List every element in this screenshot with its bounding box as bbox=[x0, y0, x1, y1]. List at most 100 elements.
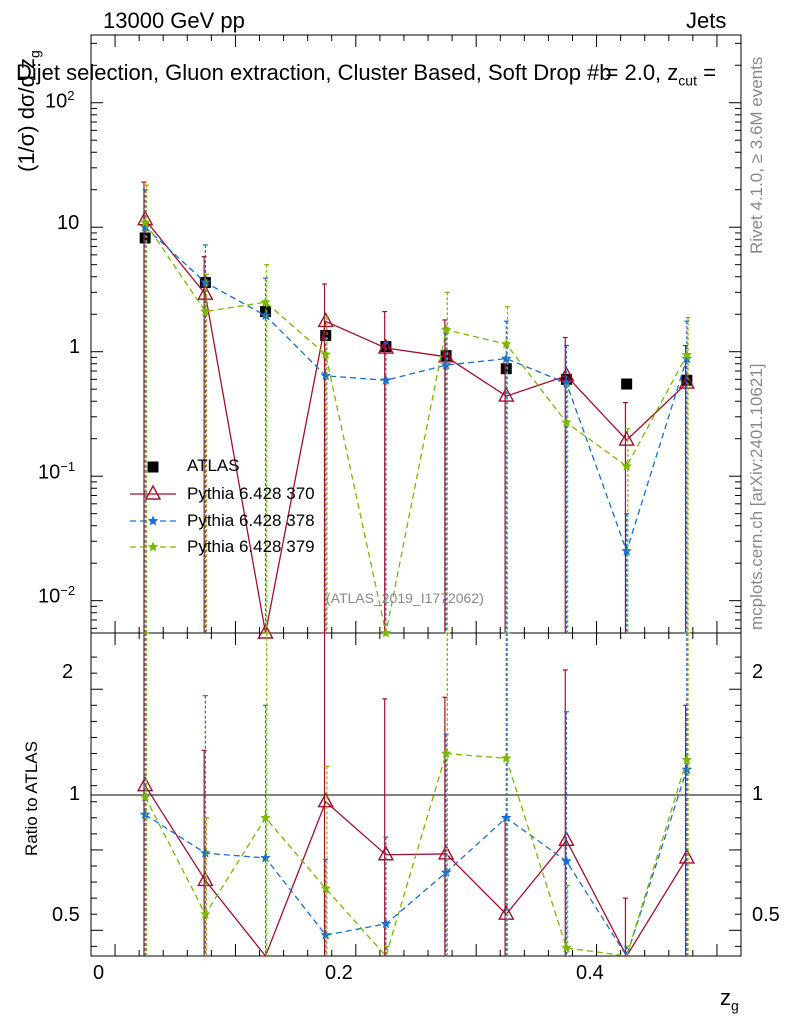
x-axis-label: zg bbox=[720, 985, 739, 1013]
x-tick-label: 0.2 bbox=[325, 962, 353, 984]
data-point-pythia-6-428-378 bbox=[681, 353, 693, 364]
plot-title: Dijet selection, Gluon extraction, Clust… bbox=[16, 60, 716, 88]
ratio-tick-label-right: 1 bbox=[752, 783, 764, 805]
ratio-point-pythia-6-428-379 bbox=[320, 883, 331, 893]
x-tick-label: 0.4 bbox=[576, 962, 604, 984]
data-point-pythia-6-428-378 bbox=[320, 370, 331, 381]
series-line-pythia-6-428-379 bbox=[144, 222, 688, 634]
axis-ticks bbox=[91, 35, 741, 956]
data-point-atlas bbox=[380, 341, 392, 353]
series-line-pythia-6-428-378 bbox=[144, 226, 688, 554]
ratio-point-pythia-6-428-379 bbox=[260, 812, 271, 823]
data-point-pythia-6-428-370 bbox=[618, 430, 635, 446]
ratio-tick-label: 2 bbox=[62, 661, 74, 683]
ratio-point-pythia-6-428-378 bbox=[380, 918, 392, 929]
x-tick-label: 0 bbox=[93, 962, 105, 984]
data-point-pythia-6-428-379 bbox=[200, 306, 211, 316]
ratio-point-pythia-6-428-370 bbox=[678, 848, 696, 864]
data-point-pythia-6-428-379 bbox=[139, 217, 151, 227]
main-series-group bbox=[136, 181, 696, 639]
legend-marker-pythia-6-428-378 bbox=[147, 515, 159, 526]
y-tick-label: 10−1 bbox=[38, 459, 76, 484]
legend-marker-pythia-6-428-379 bbox=[147, 541, 159, 552]
data-point-pythia-6-428-378 bbox=[200, 277, 211, 287]
ratio-tick-label-right: 0.5 bbox=[752, 904, 780, 926]
ratio-line-pythia-6-428-378 bbox=[144, 769, 688, 958]
data-point-pythia-6-428-379 bbox=[561, 417, 572, 427]
ratio-point-pythia-6-428-378 bbox=[139, 809, 151, 819]
ratio-line-pythia-6-428-370 bbox=[144, 785, 688, 958]
y-tick-label: 1 bbox=[69, 336, 81, 358]
ratio-point-pythia-6-428-379 bbox=[561, 942, 572, 953]
y-axis-label: (1/σ) dσ/d zg bbox=[14, 50, 42, 172]
data-point-pythia-6-428-379 bbox=[681, 349, 693, 360]
ratio-tick-label: 1 bbox=[69, 783, 81, 805]
analysis-watermark: (ATLAS_2019_I1772062) bbox=[326, 590, 484, 606]
ratio-point-pythia-6-428-379 bbox=[139, 791, 151, 802]
legend-label-atlas: ATLAS bbox=[187, 456, 240, 475]
mcplots-label: mcplots.cern.ch [arXiv:2401.10621] bbox=[747, 363, 766, 630]
ratio-point-pythia-6-428-379 bbox=[200, 908, 211, 919]
data-point-pythia-6-428-370 bbox=[317, 311, 334, 328]
ratio-y-axis-label: Ratio to ATLAS bbox=[22, 741, 41, 856]
data-point-pythia-6-428-378 bbox=[440, 359, 452, 370]
legend-label-379: Pythia 6.428 379 bbox=[187, 537, 315, 556]
ratio-tick-label: 0.5 bbox=[52, 904, 80, 926]
ratio-point-pythia-6-428-378 bbox=[200, 847, 211, 858]
ratio-point-pythia-6-428-370 bbox=[197, 870, 214, 887]
y-tick-label: 10−2 bbox=[38, 583, 76, 608]
ratio-point-pythia-6-428-370 bbox=[317, 792, 334, 808]
data-point-pythia-6-428-378 bbox=[260, 310, 271, 320]
ratio-series-group bbox=[136, 632, 696, 958]
ratio-point-pythia-6-428-378 bbox=[320, 929, 331, 940]
y-axis-label-sub: g bbox=[26, 50, 43, 59]
ratio-point-pythia-6-428-378 bbox=[561, 855, 572, 866]
ratio-point-pythia-6-428-378 bbox=[440, 866, 452, 877]
data-point-atlas bbox=[320, 329, 332, 341]
data-point-pythia-6-428-370 bbox=[498, 386, 515, 402]
data-point-pythia-6-428-379 bbox=[320, 349, 331, 359]
ratio-point-pythia-6-428-370 bbox=[558, 830, 575, 846]
plot-title-beta: = 2.0, z bbox=[605, 60, 679, 85]
ratio-point-pythia-6-428-379 bbox=[440, 748, 452, 758]
y-tick-label: 10 bbox=[57, 212, 80, 234]
data-point-pythia-6-428-379 bbox=[440, 324, 452, 335]
plot-title-tail: = bbox=[696, 60, 716, 85]
series-line-pythia-6-428-370 bbox=[144, 219, 688, 634]
data-point-pythia-6-428-378 bbox=[621, 545, 632, 556]
data-point-atlas bbox=[139, 232, 151, 244]
data-point-pythia-6-428-378 bbox=[501, 353, 512, 364]
data-point-atlas bbox=[681, 374, 693, 386]
x-axis-label-text: z bbox=[720, 985, 731, 1010]
data-point-atlas bbox=[621, 378, 633, 390]
ratio-point-pythia-6-428-370 bbox=[437, 844, 455, 860]
x-axis-label-sub: g bbox=[731, 997, 739, 1014]
rivet-version-label: Rivet 4.1.0, ≥ 3.6M events bbox=[747, 56, 766, 254]
plot-title-main: Dijet selection, Gluon extraction, Clust… bbox=[16, 60, 612, 85]
data-point-pythia-6-428-378 bbox=[139, 221, 151, 232]
legend bbox=[130, 461, 176, 552]
jets-label: Jets bbox=[686, 8, 727, 33]
legend-marker-atlas bbox=[147, 461, 159, 473]
y-axis-label-text: (1/σ) dσ/d z bbox=[14, 58, 39, 172]
legend-marker-pythia-6-428-370 bbox=[144, 484, 162, 500]
ratio-tick-label-right: 2 bbox=[752, 661, 764, 683]
data-point-pythia-6-428-378 bbox=[380, 374, 392, 385]
data-point-pythia-6-428-379 bbox=[380, 627, 392, 638]
ratio-point-pythia-6-428-378 bbox=[501, 812, 512, 823]
legend-label-378: Pythia 6.428 378 bbox=[187, 511, 315, 530]
data-point-pythia-6-428-379 bbox=[260, 296, 271, 307]
ratio-point-pythia-6-428-378 bbox=[681, 764, 693, 774]
legend-label-370: Pythia 6.428 370 bbox=[187, 484, 315, 503]
data-point-pythia-6-428-370 bbox=[197, 284, 214, 300]
ratio-line-pythia-6-428-379 bbox=[144, 752, 688, 958]
plot-title-sub: cut bbox=[678, 72, 697, 89]
ratio-point-pythia-6-428-378 bbox=[260, 852, 271, 863]
data-point-pythia-6-428-370 bbox=[257, 623, 274, 639]
data-point-pythia-6-428-379 bbox=[501, 338, 512, 349]
y-tick-label: 102 bbox=[45, 88, 75, 113]
ratio-point-pythia-6-428-379 bbox=[501, 752, 512, 763]
data-point-pythia-6-428-379 bbox=[621, 460, 632, 471]
ratio-point-pythia-6-428-379 bbox=[681, 754, 693, 765]
